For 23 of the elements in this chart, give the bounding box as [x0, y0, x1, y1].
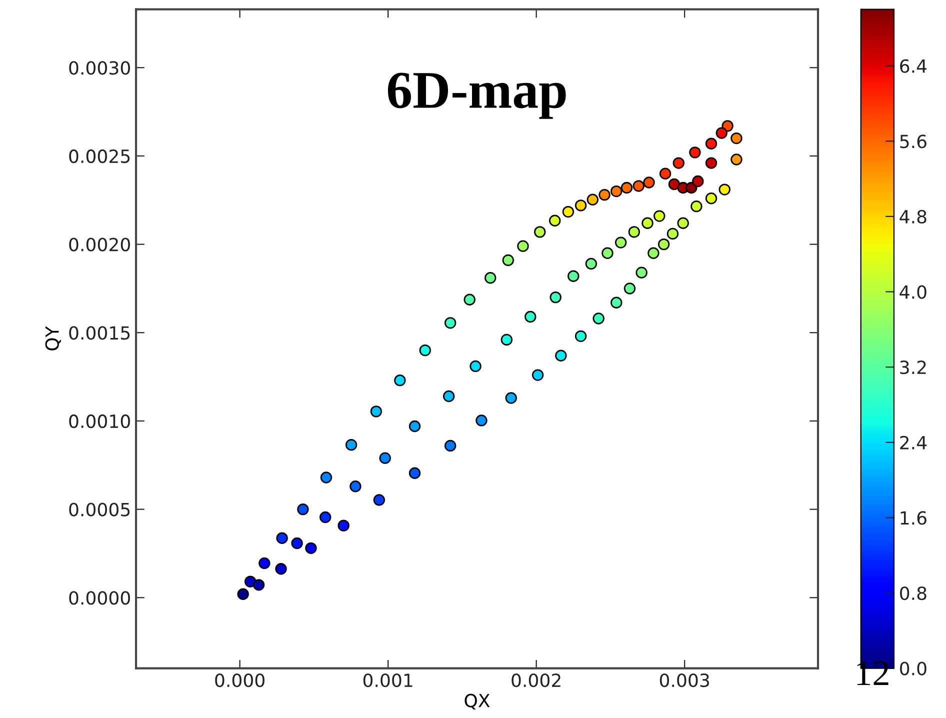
color-bar-label: 6.4: [900, 59, 927, 73]
color-bar-label: 2.4: [900, 436, 927, 450]
y-tick-label: 0.0015: [69, 326, 130, 340]
color-bar-label: 0.0: [900, 662, 926, 676]
y-tick-label: 0.0010: [69, 414, 130, 428]
y-tick-label: 0.0030: [69, 61, 130, 75]
x-tick-label: 0.001: [363, 673, 412, 688]
x-axis-title: QX: [464, 694, 490, 710]
color-bar-label: 1.6: [900, 511, 926, 525]
color-bar-label: 4.8: [900, 210, 926, 224]
color-bar-label: 3.2: [900, 360, 926, 374]
x-tick-label: 0.002: [512, 673, 560, 688]
text: 6D-map: [388, 72, 566, 119]
x-tick-label: 0.000: [215, 673, 264, 688]
color-bar-label: 0.8: [900, 586, 926, 600]
color-bar-label: 4.0: [900, 285, 926, 299]
y-tick-label: 0.0000: [69, 591, 130, 605]
y-tick-label: 0.0025: [69, 149, 130, 164]
y-axis-title: QY: [45, 326, 62, 350]
x-tick-label: 0.003: [660, 673, 709, 688]
y-tick-label: 0.0020: [69, 238, 130, 252]
y-tick-label: 0.0005: [69, 502, 130, 516]
color-bar-label: 5.6: [900, 134, 926, 148]
